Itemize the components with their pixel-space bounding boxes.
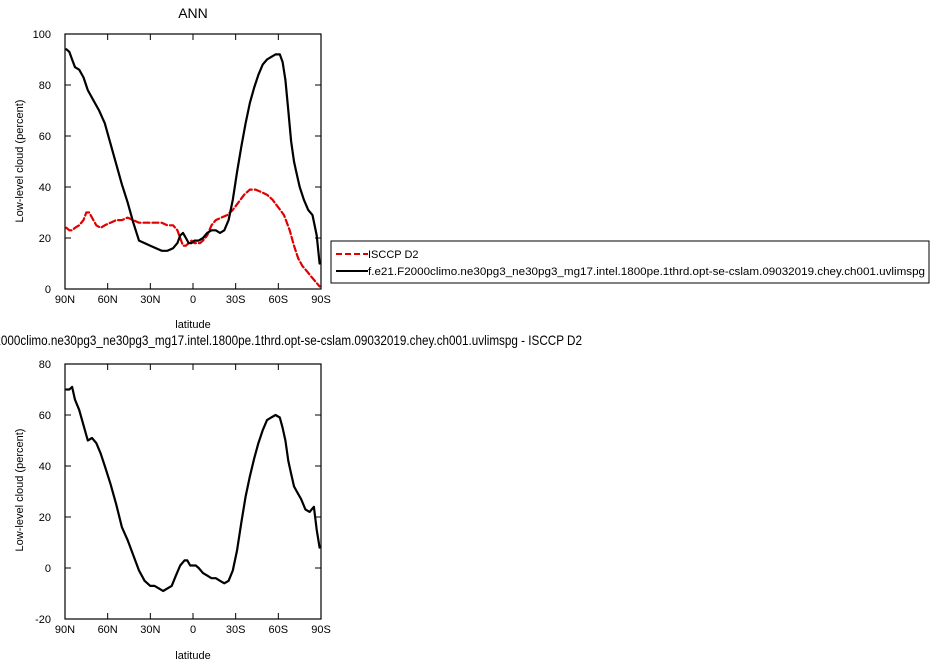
- top-chart-y-tick-label: 100: [33, 29, 51, 41]
- bottom-chart-title: f.e21.F2000climo.ne30pg3_ne30pg3_mg17.in…: [0, 332, 582, 348]
- bottom-chart-plot-frame: [64, 363, 322, 620]
- legend-label-model: f.e21.F2000climo.ne30pg3_ne30pg3_mg17.in…: [368, 266, 925, 278]
- top-chart-y-tick-label: 40: [39, 182, 51, 194]
- top-chart-x-tick-label: 0: [190, 294, 196, 306]
- bottom-chart-y-tick-label: 40: [39, 461, 51, 473]
- top-chart-x-tick-label: 60S: [269, 294, 289, 306]
- legend: ISCCP D2 f.e21.F2000climo.ne30pg3_ne30pg…: [330, 240, 930, 284]
- top-chart-x-tick-labels: 90N 60N 30N 0 30S 60S 90S: [55, 294, 331, 306]
- bottom-chart-y-tick-label: 20: [39, 512, 51, 524]
- bottom-chart-y-tick-label: 80: [39, 359, 51, 371]
- top-chart-y-tick-labels: 0 20 40 60 80 100: [33, 29, 51, 296]
- top-chart-title: ANN: [178, 5, 208, 21]
- bottom-chart-tick-marks: [64, 363, 322, 620]
- bottom-chart-x-tick-labels: 90N 60N 30N 0 30S 60S 90S: [55, 624, 331, 636]
- bottom-chart-y-axis-label: Low-level cloud (percent): [14, 429, 26, 552]
- legend-label-isccp: ISCCP D2: [368, 249, 419, 261]
- top-chart-y-tick-label: 80: [39, 80, 51, 92]
- top-chart-y-axis-label: Low-level cloud (percent): [14, 100, 26, 223]
- bottom-chart-panel: f.e21.F2000climo.ne30pg3_ne30pg3_mg17.in…: [0, 332, 582, 662]
- top-chart-series-line-0: [65, 188, 321, 288]
- top-chart-panel: ANN 0 20 40 60 80 100 90N 60N 30N 0 30S 60S 90S lat…: [14, 5, 331, 331]
- bottom-chart-series-group: [65, 385, 321, 593]
- top-chart-tick-marks: [64, 33, 322, 290]
- bottom-chart-x-tick-label: 90S: [311, 624, 331, 636]
- bottom-chart-x-tick-label: 30S: [226, 624, 246, 636]
- bottom-chart-x-tick-label: 60N: [98, 624, 118, 636]
- bottom-chart-y-tick-labels: -20 0 20 40 60 80: [35, 359, 51, 626]
- bottom-chart-y-tick-label: 0: [45, 563, 51, 575]
- bottom-chart-x-tick-label: 30N: [140, 624, 160, 636]
- top-chart-x-tick-label: 30N: [140, 294, 160, 306]
- top-chart-y-tick-label: 20: [39, 233, 51, 245]
- top-chart-x-tick-label: 60N: [98, 294, 118, 306]
- bottom-chart-series-line-0: [65, 385, 321, 593]
- top-chart-series-line-1: [65, 48, 321, 265]
- bottom-chart-x-axis-label: latitude: [175, 650, 210, 662]
- bottom-chart-y-tick-label: 60: [39, 410, 51, 422]
- bottom-chart-x-tick-label: 90N: [55, 624, 75, 636]
- top-chart-x-tick-label: 90S: [311, 294, 331, 306]
- top-chart-x-tick-label: 30S: [226, 294, 246, 306]
- top-chart-plot-frame: [64, 33, 322, 290]
- top-chart-series-group: [65, 48, 321, 288]
- bottom-chart-y-tick-label: -20: [35, 614, 51, 626]
- top-chart-x-tick-label: 90N: [55, 294, 75, 306]
- legend-box: [330, 240, 930, 284]
- top-chart-x-axis-label: latitude: [175, 319, 210, 331]
- bottom-chart-x-tick-label: 0: [190, 624, 196, 636]
- top-chart-y-tick-label: 60: [39, 131, 51, 143]
- bottom-chart-x-tick-label: 60S: [269, 624, 289, 636]
- top-chart-y-tick-label: 0: [45, 284, 51, 296]
